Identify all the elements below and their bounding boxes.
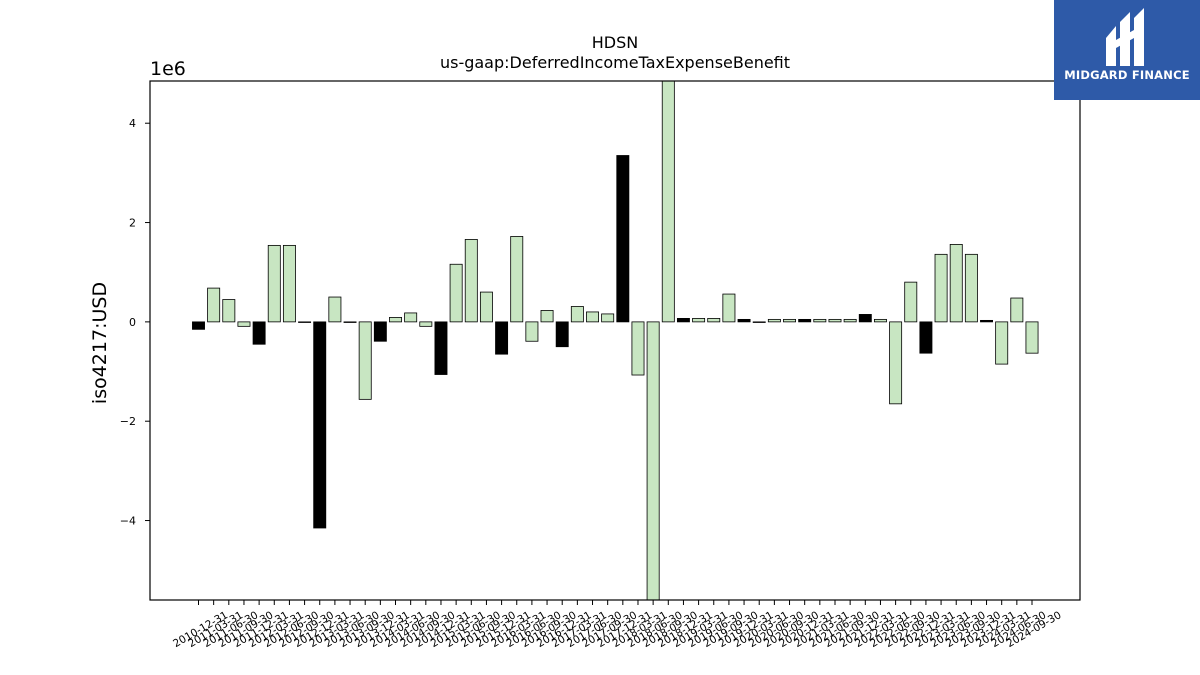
bar-2019-09-30 — [722, 293, 736, 323]
bar-2019-03-31 — [692, 317, 706, 323]
plot-frame — [149, 80, 1081, 601]
bar-2018-09-30 — [661, 80, 675, 323]
y-tick-label: 2 — [129, 217, 136, 230]
y-tick-label: 0 — [129, 316, 136, 329]
bar-2012-03-31 — [267, 244, 281, 323]
brand-logo: MIDGARD FINANCE — [1054, 0, 1200, 100]
bar-2021-12-31 — [858, 314, 872, 323]
bar-2013-09-30 — [358, 321, 372, 400]
bar-2019-06-30 — [707, 317, 721, 323]
chart-subtitle: us-gaap:DeferredIncomeTaxExpenseBenefit — [440, 53, 790, 72]
bar-2017-09-30 — [601, 313, 615, 323]
bar-2010-12-31 — [192, 321, 205, 330]
x-ticks-group: 2010-12-312011-03-312011-06-302011-09-30… — [171, 600, 1064, 650]
bar-2016-09-30 — [540, 310, 554, 323]
bar-2012-12-31 — [313, 321, 327, 529]
bar-2011-03-31 — [207, 287, 221, 323]
y-tick-label: −4 — [120, 515, 136, 528]
bar-2012-06-30 — [282, 244, 296, 323]
bar-2022-06-30 — [889, 321, 903, 405]
bar-2020-06-30 — [767, 318, 781, 323]
bar-2012-09-30 — [298, 321, 312, 323]
bar-2016-03-31 — [510, 236, 524, 323]
brand-name: MIDGARD FINANCE — [1064, 68, 1190, 82]
bar-2022-09-30 — [904, 281, 918, 323]
midgard-logo-icon — [1106, 8, 1144, 66]
y-axis-label: iso4217:USD — [89, 282, 111, 404]
bar-2011-12-31 — [252, 321, 266, 345]
bar-2021-09-30 — [843, 318, 857, 323]
bar-2020-03-31 — [752, 321, 766, 323]
y-ticks-group: −4 −2 0 2 4 — [120, 117, 150, 528]
bar-2018-06-30 — [646, 321, 660, 601]
bar-2013-03-31 — [328, 296, 342, 323]
bar-2013-06-30 — [343, 321, 357, 323]
bar-2015-03-31 — [449, 263, 463, 323]
y-tick-label: −2 — [120, 415, 136, 428]
bar-2014-09-30 — [419, 321, 433, 327]
bar-2014-12-31 — [434, 321, 448, 375]
bar-2020-12-31 — [798, 318, 812, 323]
bar-2011-09-30 — [237, 321, 251, 327]
bar-2017-03-31 — [570, 306, 584, 323]
bar-2018-12-31 — [676, 317, 690, 323]
bar-2018-03-31 — [631, 321, 645, 376]
bar-2015-06-30 — [464, 239, 478, 323]
bar-2020-09-30 — [783, 318, 796, 323]
bar-2016-06-30 — [525, 321, 539, 342]
bars-group — [192, 80, 1039, 601]
bar-2023-12-31 — [980, 319, 993, 323]
bar-2021-06-30 — [828, 318, 842, 323]
bar-2014-03-31 — [389, 317, 402, 323]
y-tick-label: 4 — [129, 117, 136, 130]
bar-2024-03-31 — [995, 321, 1009, 365]
bar-2017-12-31 — [616, 155, 630, 323]
chart-title: HDSN — [592, 33, 638, 52]
bar-2013-12-31 — [373, 321, 387, 342]
bar-2016-12-31 — [555, 321, 569, 348]
bar-2023-03-31 — [934, 253, 948, 323]
bar-2023-09-30 — [964, 253, 978, 323]
bar-2021-03-31 — [813, 318, 827, 323]
bar-2023-06-30 — [949, 243, 963, 323]
bar-2024-06-30 — [1010, 297, 1024, 323]
bar-2015-09-30 — [479, 291, 493, 323]
bar-2014-06-30 — [404, 312, 418, 323]
bar-2017-06-30 — [586, 311, 599, 323]
bar-2024-09-30 — [1025, 321, 1039, 354]
bar-2015-12-31 — [495, 321, 509, 355]
bar-2022-03-31 — [873, 318, 887, 323]
bar-2022-12-31 — [919, 321, 933, 354]
bar-2011-06-30 — [222, 299, 236, 323]
y-axis-multiplier: 1e6 — [150, 58, 186, 80]
bar-2019-12-31 — [737, 318, 751, 323]
